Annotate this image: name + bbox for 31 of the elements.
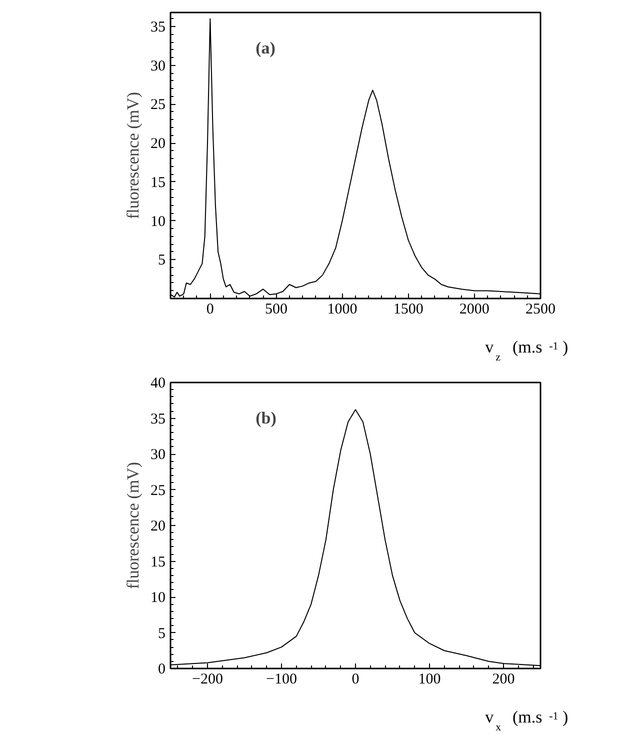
- x-tick-label: 1500: [393, 302, 424, 318]
- x-tick-label: 1000: [327, 302, 358, 318]
- y-tick-label: 10: [150, 590, 166, 606]
- y-axis-title: fluorescence (mV): [124, 462, 142, 589]
- x-tick-label: 2500: [526, 302, 556, 318]
- x-tick-label: 0: [206, 302, 214, 318]
- y-tick-label: 20: [150, 518, 166, 534]
- y-tick-label: 10: [150, 214, 166, 230]
- y-tick-label: 25: [150, 97, 166, 114]
- y-tick-label: 15: [150, 554, 166, 570]
- y-axis-title: fluorescence (mV): [124, 92, 142, 219]
- x-tick-label: 2000: [459, 302, 490, 318]
- x-tick-label: 500: [264, 302, 288, 318]
- y-tick-label: 40: [150, 376, 166, 392]
- y-tick-label: 30: [150, 58, 166, 74]
- y-tick-label: 35: [150, 19, 166, 36]
- x-tick-label: −200: [192, 672, 223, 688]
- y-tick-label: 20: [150, 136, 166, 152]
- y-tick-label: 35: [150, 411, 166, 428]
- annotation: (b): [256, 408, 276, 428]
- annotation: (a): [256, 38, 276, 58]
- x-tick-label: 0: [352, 672, 360, 688]
- y-tick-label: 30: [150, 447, 166, 463]
- y-tick-label: 25: [150, 482, 166, 499]
- x-tick-label: 200: [492, 672, 515, 688]
- x-tick-label: 100: [418, 672, 441, 688]
- x-tick-label: −100: [266, 672, 297, 688]
- y-tick-label: 5: [158, 626, 166, 642]
- y-tick-label: 0: [158, 662, 166, 678]
- y-tick-label: 5: [158, 252, 166, 269]
- y-tick-label: 15: [150, 174, 166, 191]
